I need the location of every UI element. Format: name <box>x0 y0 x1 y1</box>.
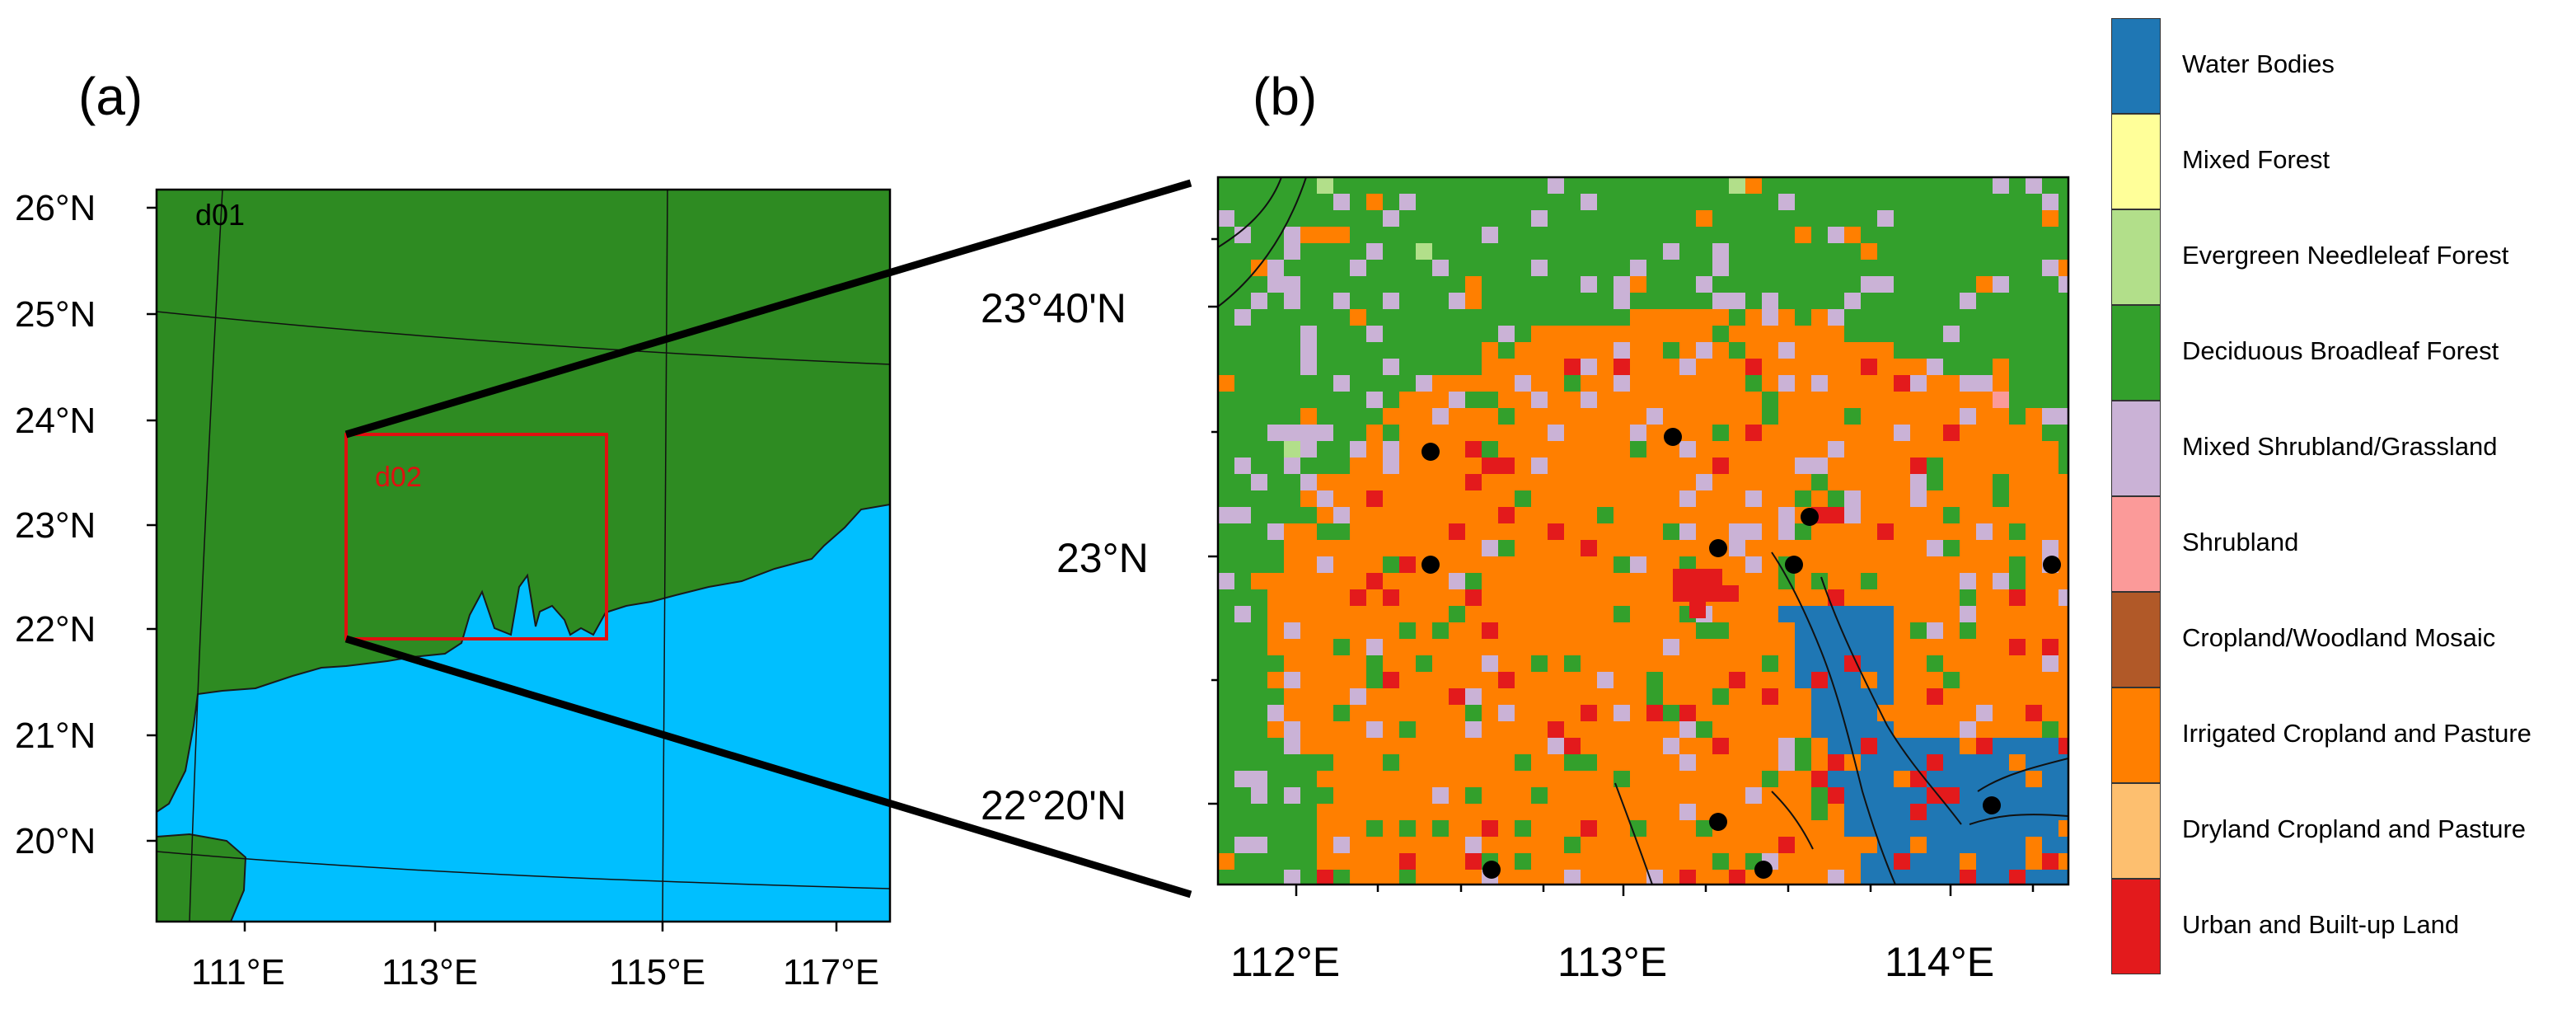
legend-entry: Cropland/Woodland Mosaic <box>2111 592 2560 687</box>
legend-label: Water Bodies <box>2182 49 2335 78</box>
legend-swatch <box>2111 879 2161 974</box>
panel-a-frame <box>155 188 892 923</box>
station-markers <box>1421 428 2061 879</box>
lon-label-a: 111°E <box>191 952 285 992</box>
legend-entry: Irrigated Cropland and Pasture <box>2111 687 2560 783</box>
d01-label: d01 <box>195 198 246 232</box>
legend-entry: Dryland Cropland and Pasture <box>2111 783 2560 879</box>
lat-label-a: 25°N <box>15 294 96 335</box>
legend-label: Deciduous Broadleaf Forest <box>2182 336 2499 365</box>
lat-label-a: 23°N <box>15 505 96 546</box>
lon-label-b: 114°E <box>1885 939 1995 985</box>
lon-label-b: 112°E <box>1230 939 1341 985</box>
legend-entry: Shrubland <box>2111 496 2560 592</box>
lon-label-a: 117°E <box>783 952 880 992</box>
zoom-line-top <box>344 179 1192 439</box>
panel-b-lat-ticks <box>1208 237 1218 805</box>
d02-label: d02 <box>375 462 422 493</box>
legend-swatch <box>2111 114 2161 209</box>
legend-label: Cropland/Woodland Mosaic <box>2182 623 2496 652</box>
legend-entry: Mixed Forest <box>2111 114 2560 209</box>
land-area <box>157 190 890 814</box>
lon-label-a: 115°E <box>609 952 706 992</box>
legend-entry: Urban and Built-up Land <box>2111 879 2560 974</box>
legend-label: Dryland Cropland and Pasture <box>2182 814 2527 843</box>
island <box>157 833 247 922</box>
legend-swatch <box>2111 496 2161 592</box>
legend-label: Irrigated Cropland and Pasture <box>2182 719 2532 748</box>
d02-box <box>344 433 608 641</box>
lat-label-a: 26°N <box>15 188 96 228</box>
legend-swatch <box>2111 18 2161 114</box>
landcover-grid <box>1218 177 2068 885</box>
legend-entry: Water Bodies <box>2111 18 2560 114</box>
zoom-line-bottom <box>344 635 1192 899</box>
lat-label-a: 21°N <box>15 716 96 756</box>
legend-swatch <box>2111 401 2161 496</box>
graticule <box>157 190 890 922</box>
legend-swatch <box>2111 209 2161 305</box>
panel-b-frame <box>1216 176 2070 886</box>
legend-entry: Deciduous Broadleaf Forest <box>2111 305 2560 401</box>
lat-label-b: 22°20'N <box>981 782 1126 828</box>
lat-label-a: 22°N <box>15 609 96 650</box>
legend-entry: Evergreen Needleleaf Forest <box>2111 209 2560 305</box>
lat-label-b: 23°N <box>1056 535 1149 581</box>
panel-a-lat-ticks <box>147 206 157 842</box>
legend-swatch <box>2111 592 2161 687</box>
legend-entry: Mixed Shrubland/Grassland <box>2111 401 2560 496</box>
panel-a-label: (a) <box>78 67 143 126</box>
lat-label-a: 24°N <box>15 401 96 441</box>
lat-label-b: 23°40'N <box>981 285 1126 331</box>
lon-label-a: 113°E <box>382 952 479 992</box>
lon-label-b: 113°E <box>1557 939 1668 985</box>
legend-swatch <box>2111 687 2161 783</box>
legend-swatch <box>2111 783 2161 879</box>
legend-label: Urban and Built-up Land <box>2182 910 2460 939</box>
panel-b-lon-ticks <box>1295 885 2035 896</box>
panel-b-boundaries <box>1218 177 2068 885</box>
panel-b-label: (b) <box>1253 67 1318 126</box>
legend-label: Evergreen Needleleaf Forest <box>2182 241 2509 270</box>
legend-label: Mixed Forest <box>2182 145 2330 174</box>
panel-a-lon-ticks <box>243 922 838 931</box>
lat-label-a: 20°N <box>15 821 96 861</box>
legend-label: Mixed Shrubland/Grassland <box>2182 432 2498 461</box>
legend-swatch <box>2111 305 2161 401</box>
legend-label: Shrubland <box>2182 528 2299 556</box>
